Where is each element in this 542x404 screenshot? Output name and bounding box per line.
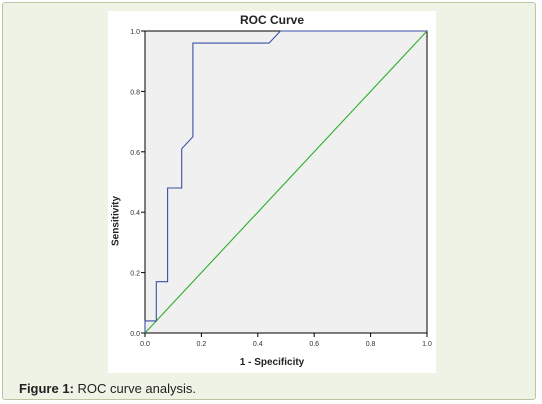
x-tick-label: 0.6: [309, 341, 319, 348]
x-axis-label: 1 - Specificity: [239, 357, 305, 368]
y-tick-label: 0.6: [130, 150, 140, 157]
y-tick-label: 1.0: [130, 29, 140, 36]
x-tick-label: 0.4: [253, 341, 263, 348]
y-tick-label: 0.4: [130, 210, 140, 217]
figure-container: ROC Curve 0.0 0.2 0.4 0.6 0.8 1.0 0.0 0.2 0.4 0.6…: [2, 2, 536, 400]
y-tick-label: 0.0: [130, 331, 140, 338]
x-tick-label: 0.8: [366, 341, 376, 348]
x-tick-label: 1.0: [422, 341, 432, 348]
y-tick-label: 0.8: [130, 89, 140, 96]
x-tick-label: 0.0: [140, 341, 150, 348]
y-tick-label: 0.2: [130, 271, 140, 278]
caption-text: ROC curve analysis.: [73, 381, 196, 396]
y-axis-label: Sensitivity: [110, 195, 122, 247]
figure-caption: Figure 1: ROC curve analysis.: [19, 381, 196, 396]
x-tick-label: 0.2: [197, 341, 207, 348]
reference-diagonal-line: [144, 30, 428, 334]
roc-chart: 0.0 0.2 0.4 0.6 0.8 1.0 0.0 0.2 0.4 0.6 0.8 1.0: [130, 29, 432, 348]
chart-panel: ROC Curve 0.0 0.2 0.4 0.6 0.8 1.0 0.0 0.2 0.4 0.6…: [108, 11, 436, 373]
roc-curve-line: [144, 30, 427, 333]
caption-prefix: Figure 1:: [19, 381, 74, 396]
chart-title: ROC Curve: [239, 13, 304, 27]
